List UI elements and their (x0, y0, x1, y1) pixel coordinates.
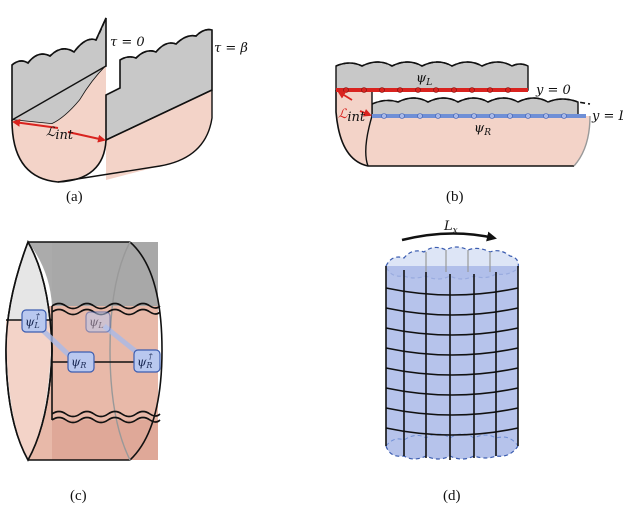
box-psiR-dagger: ψR† (133, 349, 161, 373)
y-L-label: y = L (591, 109, 623, 124)
panel-b: ℒint ψL ψR y = 0 y = L (b) (335, 61, 623, 205)
cylinder-body (386, 266, 518, 459)
length-label: Lx (443, 219, 458, 236)
box-psiL: ψL (85, 311, 111, 333)
trough-body (12, 66, 106, 182)
caption-c: (c) (70, 488, 87, 504)
tau-beta-label: τ = β (214, 41, 248, 56)
psi-right-label: ψR (474, 121, 491, 138)
caption-d: (d) (443, 488, 461, 504)
box-psiR: ψR (67, 351, 95, 373)
panel-c: ψL† ψL ψR ψR† (c) (5, 240, 163, 504)
tau-zero-label: τ = 0 (110, 35, 145, 50)
interface-label-b: ℒint (338, 107, 366, 125)
svg-text:ψL: ψL (89, 315, 104, 330)
trough-b-body (336, 90, 590, 166)
panel-d: Lx (385, 219, 519, 504)
caption-b: (b) (446, 189, 464, 205)
panel-a: ℒint τ = 0 τ = β (a) (11, 17, 248, 205)
psi-left-label: ψL (416, 71, 432, 88)
box-psiL-dagger: ψL† (21, 309, 47, 333)
svg-text:ψR†: ψR† (137, 352, 153, 370)
svg-text:ψR: ψR (71, 355, 86, 370)
y-zero-label: y = 0 (535, 83, 571, 98)
svg-text:ψL†: ψL† (25, 312, 41, 330)
length-arrow (401, 231, 497, 242)
wall-right (371, 97, 579, 117)
interface-label: ℒint (46, 125, 74, 143)
interface-arrow (12, 118, 59, 129)
caption-a: (a) (66, 189, 83, 205)
